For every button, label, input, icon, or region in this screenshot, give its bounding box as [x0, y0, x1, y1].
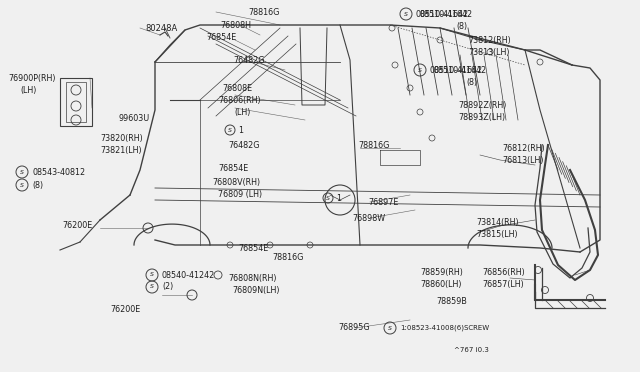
Text: S: S — [418, 67, 422, 73]
Text: 1:08523-41008(6)SCREW: 1:08523-41008(6)SCREW — [400, 325, 489, 331]
Bar — [60, 78, 92, 126]
Text: 08540-41242: 08540-41242 — [162, 270, 215, 279]
Text: S: S — [150, 273, 154, 278]
Text: 78816G: 78816G — [248, 7, 280, 16]
Text: 76200E: 76200E — [62, 221, 92, 230]
Text: S: S — [404, 12, 408, 16]
Text: 76482G: 76482G — [228, 141, 259, 150]
Text: 1: 1 — [238, 125, 243, 135]
Text: (LH): (LH) — [234, 108, 250, 116]
Text: 76808V(RH): 76808V(RH) — [212, 177, 260, 186]
Text: 73812(RH): 73812(RH) — [468, 35, 511, 45]
Text: 78859(RH): 78859(RH) — [420, 267, 463, 276]
Text: 78859B: 78859B — [436, 298, 467, 307]
Text: (8): (8) — [466, 77, 477, 87]
Text: 76808N(RH): 76808N(RH) — [228, 273, 276, 282]
Text: 76897E: 76897E — [368, 198, 398, 206]
Text: 78860(LH): 78860(LH) — [420, 279, 461, 289]
Text: 80248A: 80248A — [145, 23, 177, 32]
Text: (2): (2) — [162, 282, 173, 292]
Text: 73821(LH): 73821(LH) — [100, 145, 141, 154]
Text: 73814(RH): 73814(RH) — [476, 218, 518, 227]
Text: S: S — [228, 128, 232, 132]
Text: 08510-41642: 08510-41642 — [430, 65, 483, 74]
Text: (LH): (LH) — [20, 86, 36, 94]
Text: 76856(RH): 76856(RH) — [482, 267, 525, 276]
Text: 76808H: 76808H — [220, 20, 251, 29]
Text: 76854E: 76854E — [238, 244, 268, 253]
Text: 76808E: 76808E — [222, 83, 252, 93]
Text: 76898W: 76898W — [352, 214, 385, 222]
Text: 76200E: 76200E — [110, 305, 140, 314]
Text: 73813(LH): 73813(LH) — [468, 48, 509, 57]
Text: S: S — [20, 183, 24, 187]
Text: 76812(RH): 76812(RH) — [502, 144, 545, 153]
Text: 78816G: 78816G — [272, 253, 303, 263]
Text: 08510-41642: 08510-41642 — [434, 65, 487, 74]
Text: S: S — [150, 285, 154, 289]
Text: S: S — [20, 170, 24, 174]
Text: 78893Z(LH): 78893Z(LH) — [458, 112, 505, 122]
Text: 76806(RH): 76806(RH) — [218, 96, 260, 105]
Text: 76809 (LH): 76809 (LH) — [218, 189, 262, 199]
Text: S: S — [388, 326, 392, 330]
Text: 08510-41642: 08510-41642 — [420, 10, 473, 19]
Text: S: S — [326, 196, 330, 201]
Text: 73820(RH): 73820(RH) — [100, 134, 143, 142]
Text: 78816G: 78816G — [358, 141, 389, 150]
Text: 76857(LH): 76857(LH) — [482, 279, 524, 289]
Text: 08510-41642: 08510-41642 — [416, 10, 469, 19]
Text: 78892Z(RH): 78892Z(RH) — [458, 100, 506, 109]
Text: 76809N(LH): 76809N(LH) — [232, 285, 280, 295]
Text: 76900P(RH): 76900P(RH) — [8, 74, 56, 83]
Text: 99603U: 99603U — [118, 113, 149, 122]
Text: 76854E: 76854E — [218, 164, 248, 173]
Bar — [66, 82, 86, 122]
Text: ^767 i0.3: ^767 i0.3 — [454, 347, 489, 353]
Text: 76854E: 76854E — [206, 32, 236, 42]
Text: 76895G: 76895G — [338, 324, 370, 333]
Text: 76813(LH): 76813(LH) — [502, 155, 543, 164]
Text: 08543-40812: 08543-40812 — [32, 167, 85, 176]
Text: (8): (8) — [456, 22, 467, 31]
Text: 1: 1 — [336, 193, 341, 202]
Text: 76482G: 76482G — [233, 55, 264, 64]
Text: (8): (8) — [32, 180, 43, 189]
Text: 73815(LH): 73815(LH) — [476, 230, 518, 238]
